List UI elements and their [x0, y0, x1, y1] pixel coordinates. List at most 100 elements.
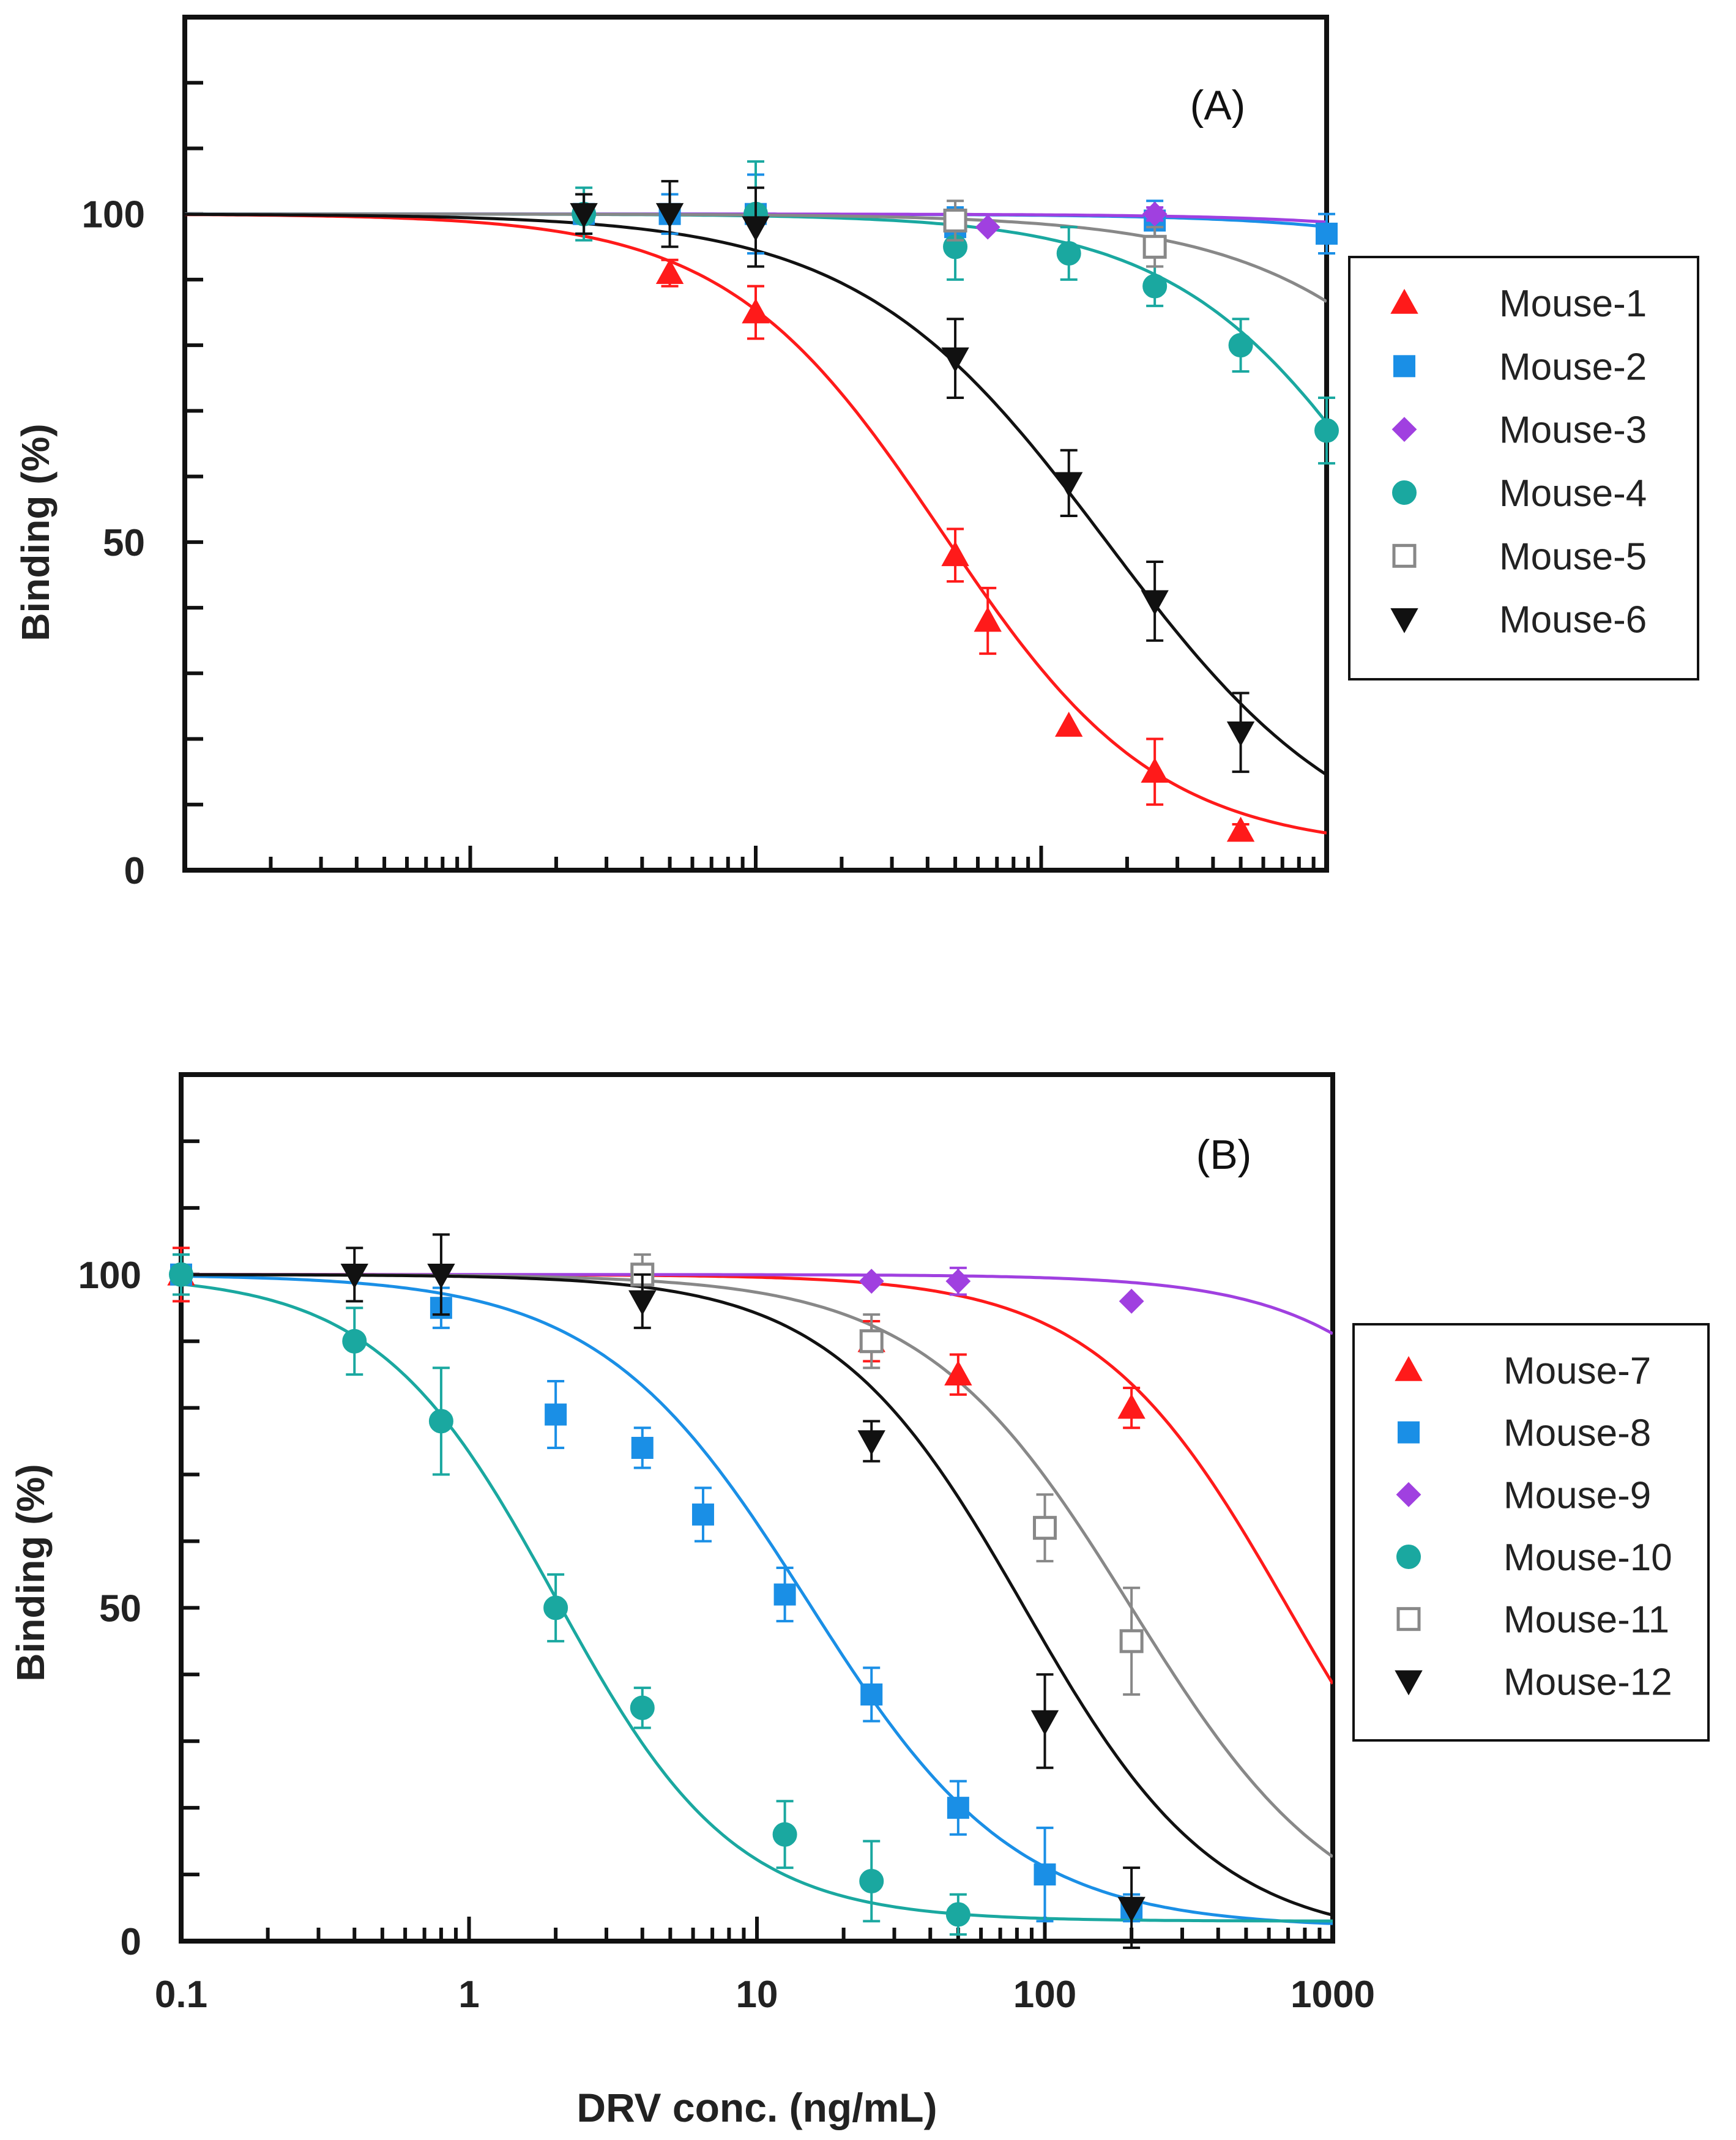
y-tick-label: 100: [82, 194, 145, 236]
series-mouse-3: [975, 201, 1168, 240]
y-axis-title: Binding (%): [13, 423, 58, 641]
data-point: [1030, 1710, 1059, 1735]
legend-label: Mouse-8: [1503, 1412, 1651, 1455]
legend-marker: [1396, 1607, 1421, 1631]
panel-label: (B): [1196, 1132, 1252, 1178]
data-point: [1034, 1863, 1056, 1886]
data-point: [860, 1683, 883, 1706]
data-point: [742, 298, 770, 324]
data-point: [342, 1329, 367, 1354]
legend-marker: [1398, 1421, 1420, 1444]
legend-marker: [1390, 288, 1418, 314]
panel-label: (A): [1190, 82, 1246, 129]
data-point: [1033, 1516, 1057, 1540]
x-tick-label: 10: [736, 1974, 778, 2016]
data-point: [1119, 1288, 1144, 1314]
data-point: [1117, 1896, 1146, 1922]
data-point: [859, 1329, 884, 1354]
data-point: [943, 208, 967, 233]
data-point: [340, 1263, 368, 1289]
data-point: [545, 1403, 567, 1426]
data-point: [1141, 758, 1169, 783]
x-tick-label: 1: [458, 1974, 479, 2016]
data-point: [1226, 816, 1255, 842]
legend-label: Mouse-5: [1499, 535, 1647, 578]
data-point: [1056, 241, 1081, 266]
legend-label: Mouse-6: [1499, 599, 1647, 641]
legend-label: Mouse-2: [1499, 346, 1647, 388]
y-tick-label: 50: [99, 1587, 141, 1630]
y-tick-label: 100: [78, 1255, 141, 1297]
y-tick-label: 0: [121, 1921, 141, 1963]
legend: Mouse-1 Mouse-2 Mouse-3 Mouse-4 Mouse-5 Mouse…: [1348, 256, 1699, 680]
series-mouse-8: [170, 1253, 1143, 1923]
legend-marker: [1390, 608, 1418, 633]
data-point: [742, 216, 770, 242]
x-tick-label: 1000: [1291, 1974, 1375, 2016]
series-mouse-1: [655, 258, 1255, 842]
data-point: [691, 1503, 714, 1526]
legend-marker: [1392, 543, 1417, 568]
legend-marker: [1396, 1482, 1421, 1507]
chart-panel-b: 0.1 1 10 100 1000 0 50 100 Binding (%) DRV conc. …: [9, 1072, 1710, 2130]
x-tick-label: 100: [1013, 1974, 1076, 2016]
x-tick-label: 0.1: [155, 1974, 207, 2016]
data-point: [773, 1583, 796, 1606]
fit-curve-mouse-10: [181, 1283, 1333, 1923]
data-point: [944, 1360, 972, 1385]
series-mouse-10: [169, 1253, 970, 1936]
data-point: [1316, 222, 1338, 245]
series-mouse-11: [630, 1253, 1144, 1696]
y-tick-label: 50: [103, 522, 145, 564]
data-point: [631, 1436, 654, 1459]
data-point: [630, 1695, 655, 1720]
data-point: [1141, 590, 1169, 616]
data-point: [975, 214, 1000, 240]
legend-marker: [1391, 417, 1417, 442]
data-point: [543, 1595, 568, 1620]
data-point: [1055, 712, 1083, 737]
series-mouse-5: [943, 199, 1167, 268]
data-point: [1142, 201, 1168, 227]
data-point: [169, 1262, 193, 1287]
legend-label: Mouse-9: [1503, 1474, 1651, 1516]
data-point: [945, 1269, 971, 1294]
series-mouse-9: [859, 1266, 1144, 1314]
data-point: [947, 1797, 969, 1819]
data-point: [570, 203, 598, 228]
data-point: [428, 1409, 453, 1434]
legend-label: Mouse-12: [1503, 1661, 1672, 1703]
series-mouse-12: [340, 1233, 1146, 1949]
data-point: [655, 259, 684, 284]
fit-curve-mouse-12: [181, 1273, 1333, 1917]
data-point: [859, 1269, 884, 1294]
legend-marker: [1395, 1355, 1423, 1381]
x-axis-title: DRV conc. (ng/mL): [576, 2085, 937, 2130]
legend-label: Mouse-4: [1499, 472, 1647, 515]
legend: Mouse-7 Mouse-8 Mouse-9 Mouse-10 Mouse-11 Mou…: [1352, 1323, 1710, 1742]
legend-marker: [1392, 480, 1417, 505]
data-point: [941, 541, 969, 567]
legend-marker: [1395, 1670, 1423, 1696]
data-point: [1314, 418, 1339, 443]
data-point: [772, 1822, 797, 1847]
data-point: [941, 347, 969, 373]
data-point: [655, 203, 684, 228]
y-tick-label: 0: [124, 850, 145, 892]
series-mouse-6: [570, 180, 1255, 774]
legend-marker: [1393, 355, 1415, 378]
legend-label: Mouse-3: [1499, 409, 1647, 452]
data-point: [628, 1290, 657, 1316]
data-point: [1142, 234, 1167, 259]
data-point: [1055, 472, 1083, 498]
legend-label: Mouse-10: [1503, 1537, 1672, 1579]
data-point: [1119, 1629, 1144, 1653]
data-point: [945, 1902, 970, 1927]
y-axis-title: Binding (%): [9, 1464, 53, 1681]
data-point: [1142, 274, 1168, 299]
data-point: [1226, 721, 1255, 747]
legend-marker: [1396, 1545, 1421, 1569]
data-point: [857, 1430, 885, 1456]
